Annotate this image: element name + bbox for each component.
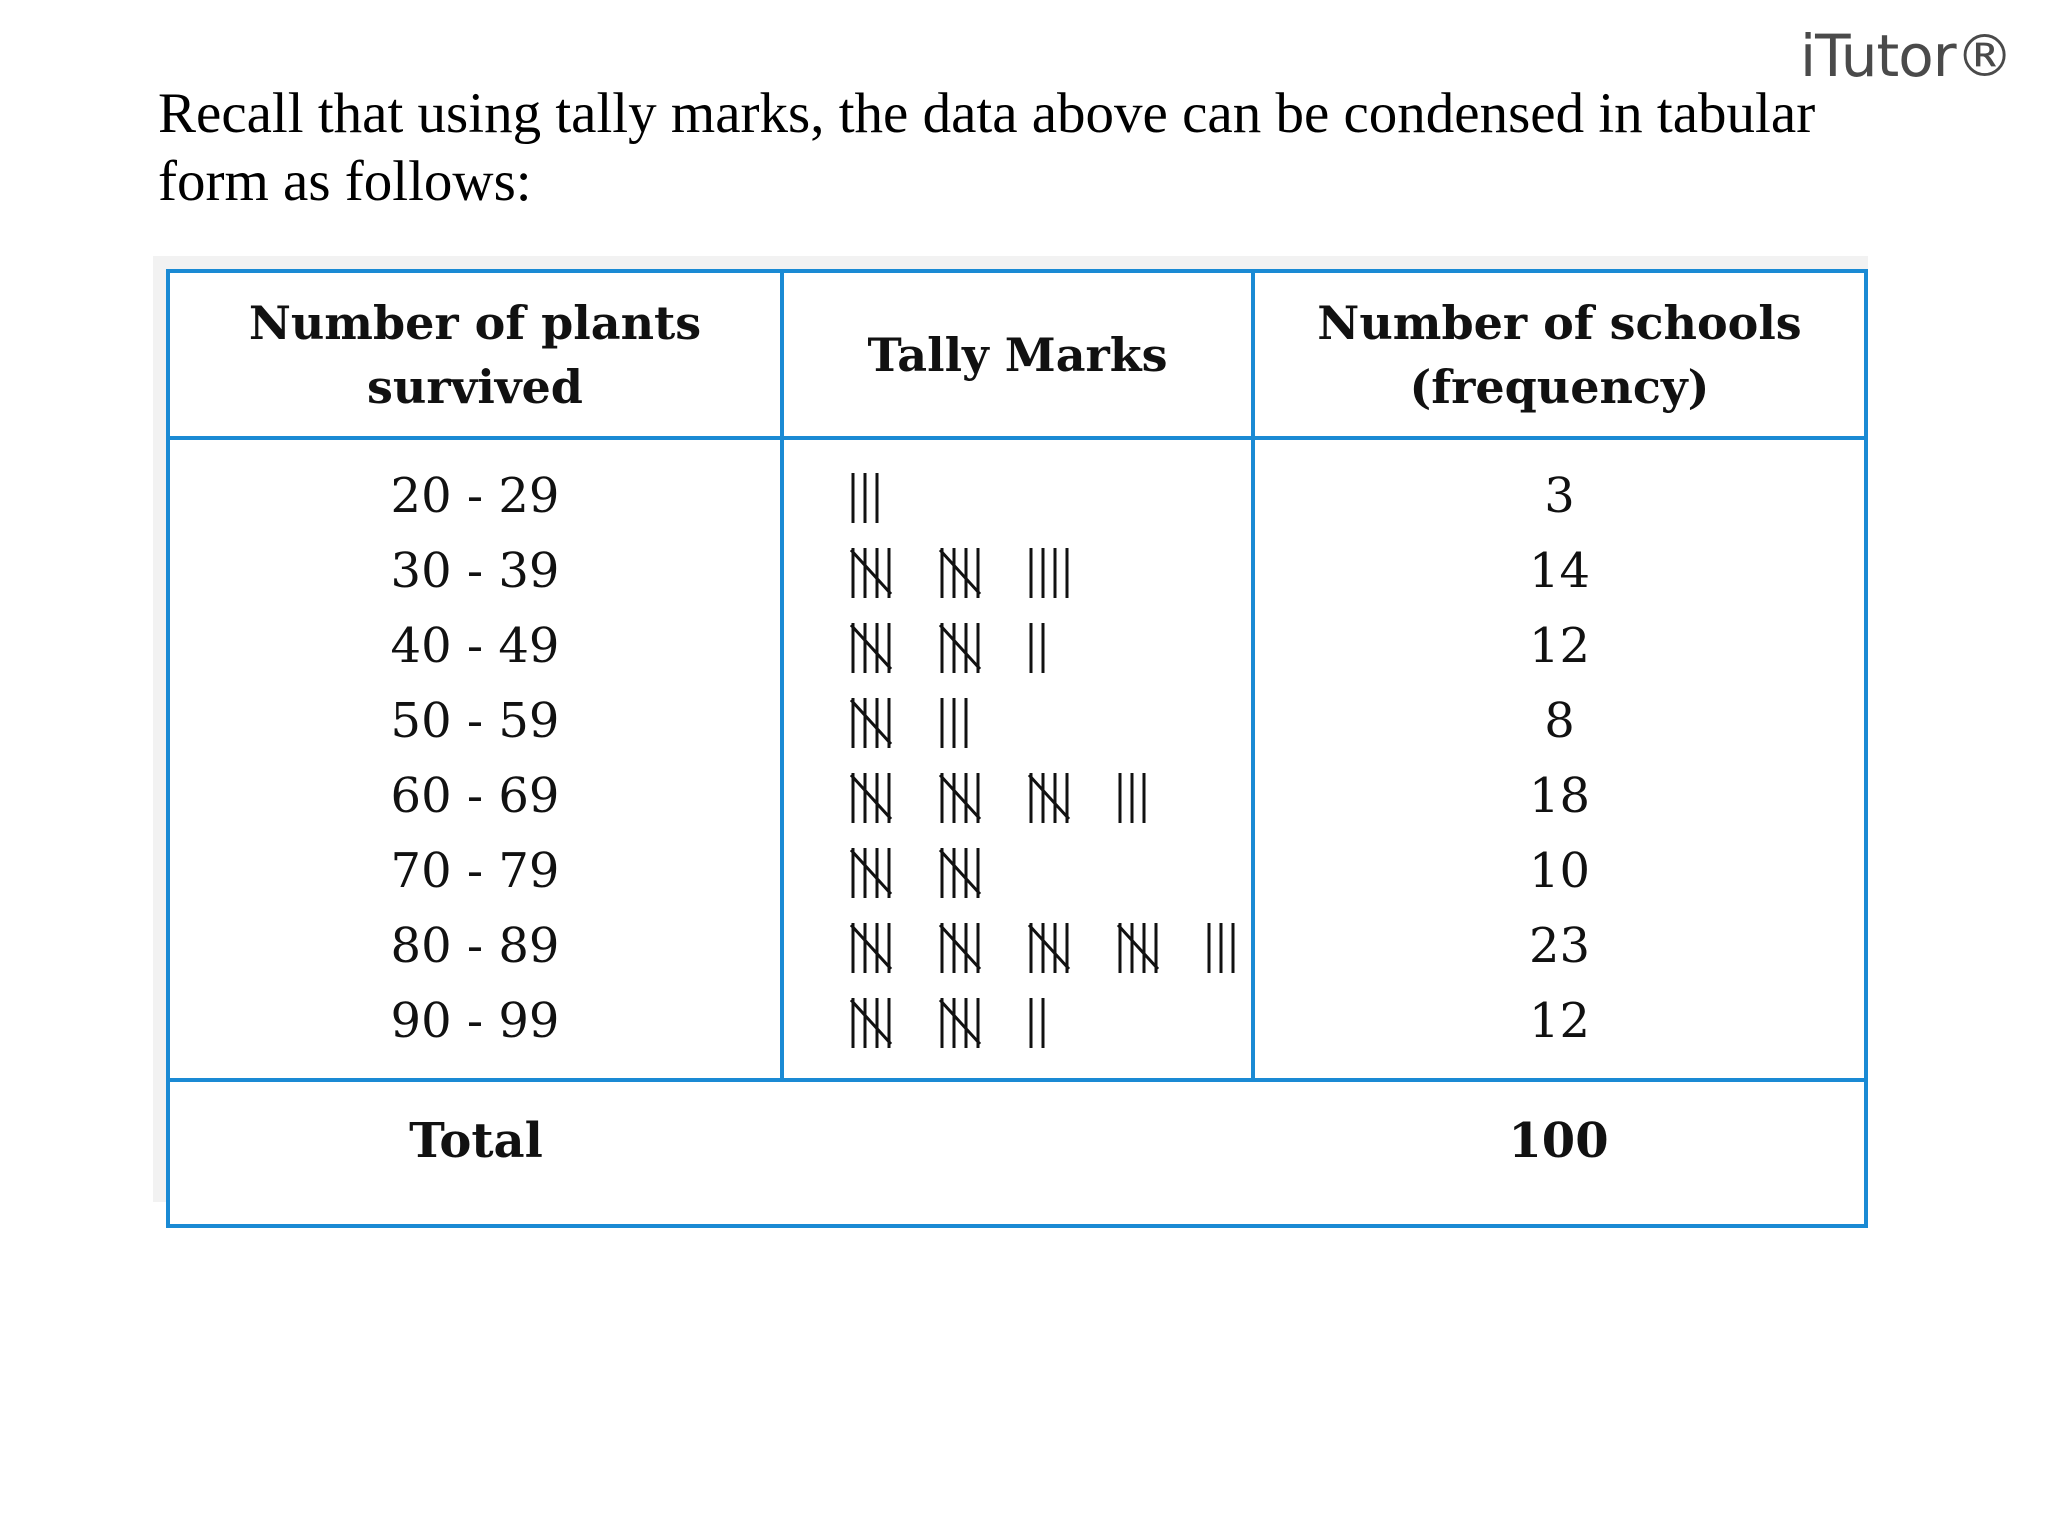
tally-cell xyxy=(780,833,1255,908)
frequency-cell: 23 xyxy=(1251,908,1868,983)
range-cell: 40 - 49 xyxy=(166,608,784,683)
tally-stroke xyxy=(938,999,982,1046)
total-label: Total xyxy=(166,1078,782,1228)
tally-cell xyxy=(780,983,1255,1080)
header-row: Number of plants survived Tally Marks Numb… xyxy=(166,269,1868,440)
tally-marks xyxy=(849,623,1045,674)
tally-stroke xyxy=(938,549,982,596)
table-row: 80 - 89 23 xyxy=(166,908,1868,983)
total-row: Total 100 xyxy=(166,1078,1868,1228)
frequency-cell: 3 xyxy=(1251,438,1868,533)
range-cell: 30 - 39 xyxy=(166,533,784,608)
tally-cell xyxy=(780,438,1255,533)
tally-stroke xyxy=(849,924,893,971)
range-cell: 80 - 89 xyxy=(166,908,784,983)
tally-marks xyxy=(851,473,879,524)
tally-stroke xyxy=(849,999,893,1046)
range-cell: 90 - 99 xyxy=(166,983,784,1080)
total-value: 100 xyxy=(1253,1078,1868,1228)
tally-marks xyxy=(849,923,1235,974)
tally-cell xyxy=(780,533,1255,608)
tally-stroke xyxy=(849,849,893,896)
table-row: 60 - 69 18 xyxy=(166,758,1868,833)
table-row: 50 - 59 8 xyxy=(166,683,1868,758)
table-row: 20 - 29 3 xyxy=(166,438,1868,533)
intro-text: Recall that using tally marks, the data … xyxy=(158,82,1816,213)
frequency-cell: 10 xyxy=(1251,833,1868,908)
total-spacer xyxy=(782,1078,1253,1228)
tally-stroke xyxy=(938,849,982,896)
table-row: 40 - 49 12 xyxy=(166,608,1868,683)
tally-stroke xyxy=(938,624,982,671)
table-body: 20 - 29 3 30 - 39 14 40 - 49 12 50 - 59 8 60 - 6… xyxy=(166,438,1868,1228)
frequency-cell: 12 xyxy=(1251,608,1868,683)
range-cell: 50 - 59 xyxy=(166,683,784,758)
tally-stroke xyxy=(849,549,893,596)
tally-marks xyxy=(849,773,1146,824)
tally-marks xyxy=(849,998,1045,1049)
frequency-cell: 12 xyxy=(1251,983,1868,1080)
tally-stroke xyxy=(1027,774,1071,821)
tally-stroke xyxy=(849,774,893,821)
table-row: 70 - 79 10 xyxy=(166,833,1868,908)
header-cell: Number of plants survived xyxy=(166,269,784,440)
table-row: 90 - 99 12 xyxy=(166,983,1868,1080)
tally-cell xyxy=(780,758,1255,833)
table-row: 30 - 39 14 xyxy=(166,533,1868,608)
tally-marks xyxy=(849,698,968,749)
tally-stroke xyxy=(938,774,982,821)
tally-marks xyxy=(849,848,982,899)
frequency-table: Number of plants survived Tally Marks Numb… xyxy=(166,269,1868,1228)
tally-cell xyxy=(780,908,1255,983)
tally-cell xyxy=(780,608,1255,683)
tally-stroke xyxy=(849,624,893,671)
tally-stroke xyxy=(938,924,982,971)
header-cell: Tally Marks xyxy=(780,269,1255,440)
frequency-cell: 18 xyxy=(1251,758,1868,833)
header-cell: Number of schools (frequency) xyxy=(1251,269,1868,440)
range-cell: 20 - 29 xyxy=(166,438,784,533)
frequency-cell: 8 xyxy=(1251,683,1868,758)
tally-stroke xyxy=(1116,924,1160,971)
tally-stroke xyxy=(1027,924,1071,971)
tally-stroke xyxy=(849,699,893,746)
range-cell: 60 - 69 xyxy=(166,758,784,833)
logo: iTutor® xyxy=(1800,22,2014,90)
frequency-cell: 14 xyxy=(1251,533,1868,608)
range-cell: 70 - 79 xyxy=(166,833,784,908)
tally-marks xyxy=(849,548,1069,599)
tally-cell xyxy=(780,683,1255,758)
